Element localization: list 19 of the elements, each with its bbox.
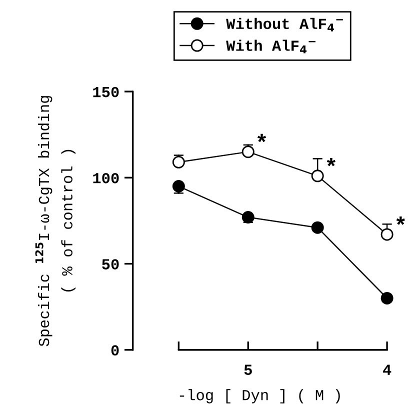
annotation: * [326,158,336,166]
point [380,292,394,304]
point [242,211,254,224]
y-tick-label: 50 [102,259,119,270]
x-tick-label: 4 [382,364,392,375]
point [242,146,254,158]
annotation: * [396,216,405,225]
x-tick-label: 5 [244,364,252,375]
x-axis-title: -log [ Dyn ] ( M ) [180,389,340,404]
legend-label: With AlF$_{4}$$^{−}$ [226,40,316,54]
annotation: * [257,134,266,142]
point [311,170,324,182]
y-tick-label: 150 [93,86,119,98]
y-axis-title: Specific $^{125}$I-ω-CgTX binding ( % of control ) [35,96,76,346]
y-tick-label: 0 [111,345,119,356]
legend-label: Without AlF$_{4}$$^{−}$ [226,18,343,32]
point [311,221,324,234]
point [380,228,394,241]
y-tick-label: 100 [93,172,119,184]
